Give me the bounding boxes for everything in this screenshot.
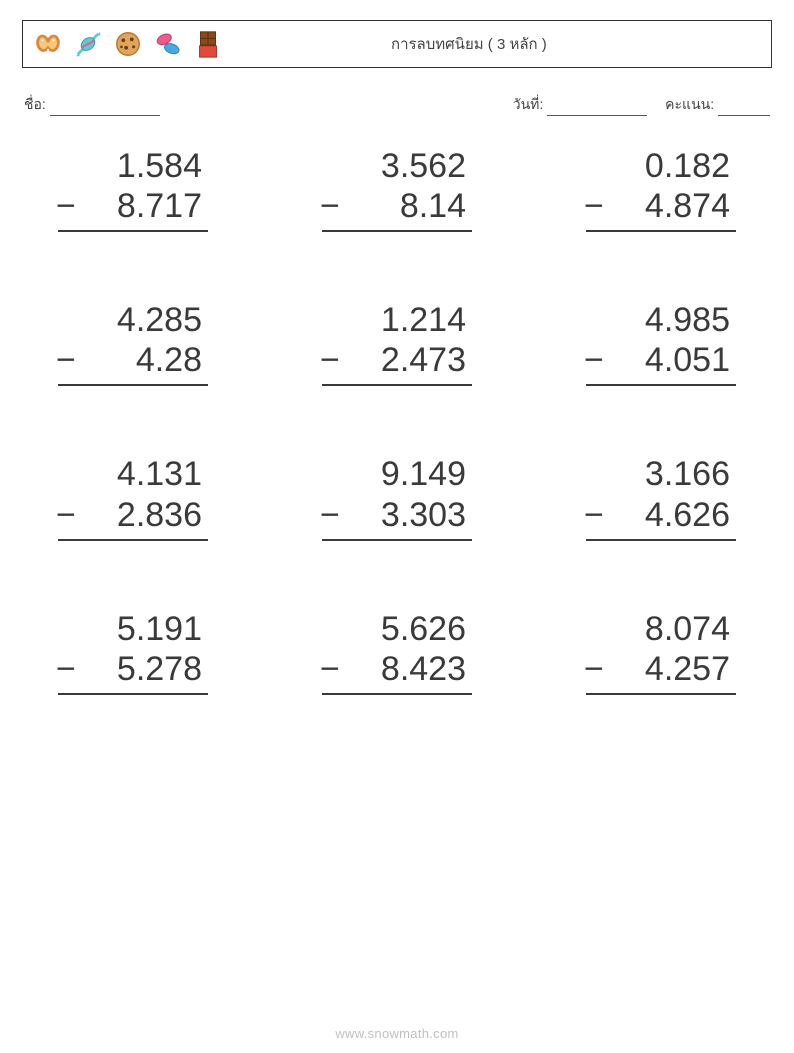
subtrahend-row: − 4.28 [58,340,208,386]
subtrahend: 5.278 [117,650,202,688]
subtrahend-row: − 8.14 [322,186,472,232]
minuend: 3.562 [322,146,472,186]
subtrahend: 2.836 [117,496,202,534]
date-blank[interactable] [547,102,647,116]
date-label: วันที่: [513,96,544,112]
subtrahend-row: − 4.874 [586,186,736,232]
subtrahend: 4.28 [136,341,202,379]
subtrahend-row: − 8.717 [58,186,208,232]
subtrahend-row: − 5.278 [58,649,208,695]
worksheet-title: การลบทศนิยม ( 3 หลัก ) [391,32,547,56]
date-field-group: วันที่: [513,94,647,116]
subtrahend-row: − 4.051 [586,340,736,386]
score-label: คะแนน: [665,96,714,112]
minus-sign: − [584,340,604,380]
minus-sign: − [56,340,76,380]
subtrahend-row: − 2.836 [58,495,208,541]
subtrahend-row: − 4.626 [586,495,736,541]
subtrahend-row: − 4.257 [586,649,736,695]
subtrahend: 2.473 [381,341,466,379]
subtrahend-row: − 3.303 [322,495,472,541]
subtraction-problem: 3.166− 4.626 [586,454,736,540]
minus-sign: − [56,186,76,226]
subtraction-problem: 9.149− 3.303 [322,454,472,540]
subtraction-problem: 4.285− 4.28 [58,300,208,386]
minuend: 4.285 [58,300,208,340]
meta-row: ชื่อ: วันที่: คะแนน: [22,94,772,116]
pretzel-icon [33,29,63,59]
minus-sign: − [320,186,340,226]
score-field-group: คะแนน: [665,94,770,116]
minuend: 5.191 [58,609,208,649]
problems-grid: 1.584−8.7173.562−8.140.182−4.8744.285−4.… [22,146,772,695]
worksheet-page: การลบทศนิยม ( 3 หลัก ) ชื่อ: วันที่: คะแ… [0,0,794,1053]
chocolate-icon [193,29,223,59]
minuend: 5.626 [322,609,472,649]
name-field-group: ชื่อ: [24,94,513,116]
subtraction-problem: 5.191− 5.278 [58,609,208,695]
minus-sign: − [320,649,340,689]
minuend: 4.985 [586,300,736,340]
subtrahend: 4.874 [645,187,730,225]
subtrahend: 4.051 [645,341,730,379]
subtrahend: 4.626 [645,496,730,534]
subtraction-problem: 3.562− 8.14 [322,146,472,232]
subtraction-problem: 1.214− 2.473 [322,300,472,386]
header-box: การลบทศนิยม ( 3 หลัก ) [22,20,772,68]
name-blank[interactable] [50,102,160,116]
subtraction-problem: 4.985− 4.051 [586,300,736,386]
minuend: 0.182 [586,146,736,186]
minuend: 1.584 [58,146,208,186]
subtrahend: 4.257 [645,650,730,688]
subtrahend: 8.14 [400,187,466,225]
minus-sign: − [56,649,76,689]
candy-icon [73,29,103,59]
minuend: 1.214 [322,300,472,340]
subtraction-problem: 1.584− 8.717 [58,146,208,232]
jellybeans-icon [153,29,183,59]
subtraction-problem: 8.074− 4.257 [586,609,736,695]
subtrahend-row: − 8.423 [322,649,472,695]
header-icons [33,29,223,59]
subtraction-problem: 4.131− 2.836 [58,454,208,540]
subtrahend: 8.423 [381,650,466,688]
minus-sign: − [584,186,604,226]
subtraction-problem: 5.626− 8.423 [322,609,472,695]
minuend: 8.074 [586,609,736,649]
subtraction-problem: 0.182− 4.874 [586,146,736,232]
footer-url: www.snowmath.com [0,1026,794,1041]
minus-sign: − [56,495,76,535]
minus-sign: − [320,340,340,380]
minus-sign: − [320,495,340,535]
minuend: 4.131 [58,454,208,494]
name-label: ชื่อ: [24,96,46,112]
minuend: 3.166 [586,454,736,494]
minus-sign: − [584,495,604,535]
subtrahend: 8.717 [117,187,202,225]
minuend: 9.149 [322,454,472,494]
subtrahend: 3.303 [381,496,466,534]
subtrahend-row: − 2.473 [322,340,472,386]
score-blank[interactable] [718,102,770,116]
cookie-icon [113,29,143,59]
minus-sign: − [584,649,604,689]
